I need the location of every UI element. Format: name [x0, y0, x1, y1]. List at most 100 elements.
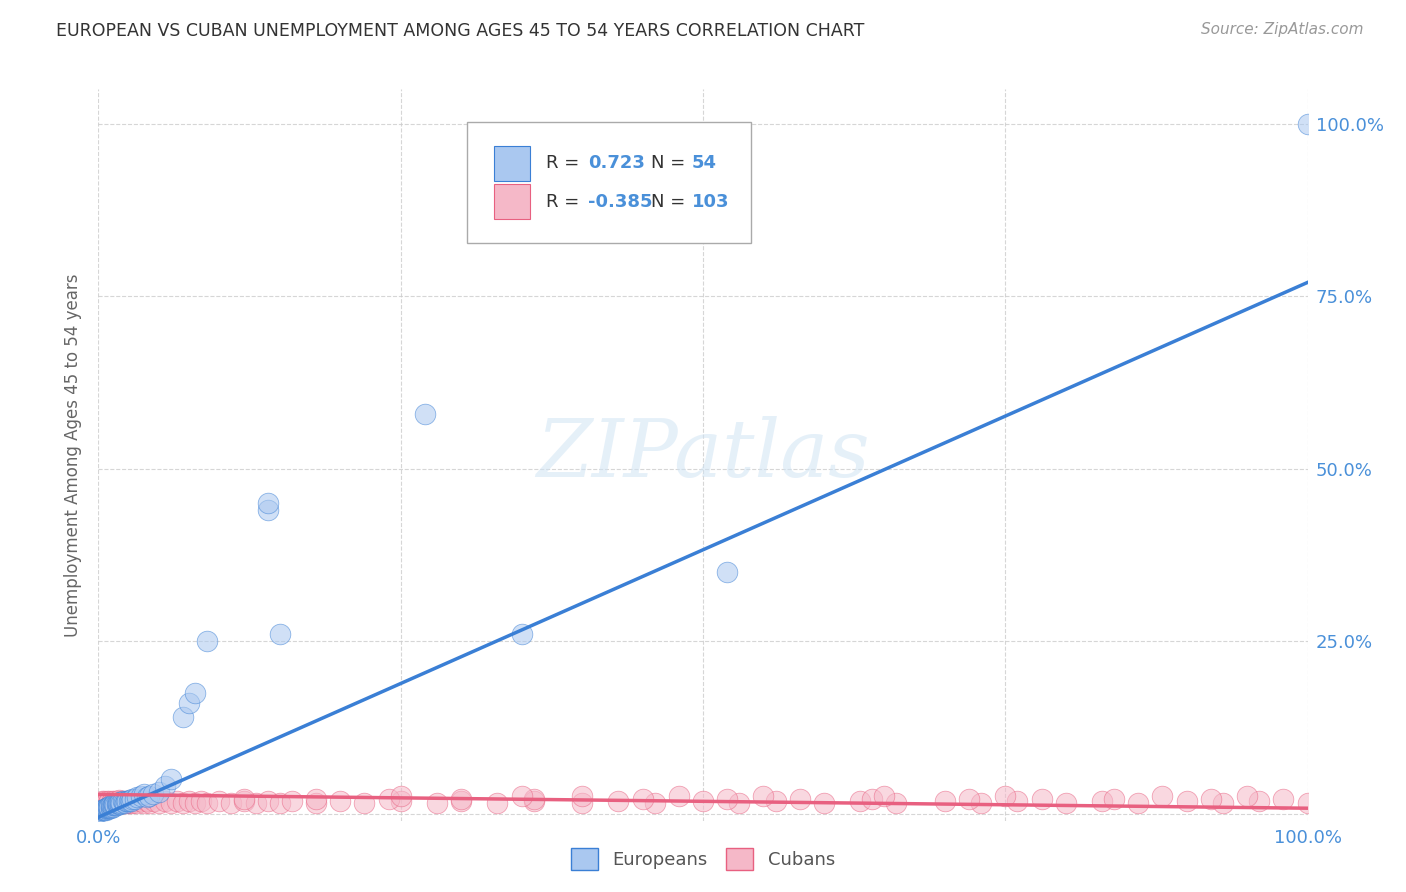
Point — [184, 796, 207, 810]
Point — [101, 800, 124, 814]
Point — [114, 796, 136, 810]
Point — [110, 796, 132, 810]
Point — [1102, 791, 1125, 805]
Point — [112, 794, 135, 808]
Point — [426, 796, 449, 810]
Point — [728, 796, 751, 810]
Point — [105, 797, 128, 811]
Point — [143, 794, 166, 808]
Point — [93, 802, 115, 816]
Point — [389, 794, 412, 808]
Point — [135, 794, 157, 808]
Point — [111, 796, 134, 810]
Point — [117, 794, 139, 808]
Point — [752, 789, 775, 804]
Point — [1091, 794, 1114, 808]
Text: 0.723: 0.723 — [588, 154, 645, 172]
Point — [120, 794, 142, 808]
Point — [789, 791, 811, 805]
Point — [208, 794, 231, 808]
Point — [91, 803, 114, 817]
Bar — [494, 145, 530, 180]
Point — [1152, 789, 1174, 804]
FancyBboxPatch shape — [467, 122, 751, 243]
Point — [160, 772, 183, 787]
Point — [873, 789, 896, 804]
Point — [96, 800, 118, 814]
Point — [765, 794, 787, 808]
Point — [269, 796, 291, 810]
Point — [232, 791, 254, 805]
Text: N =: N = — [651, 193, 685, 211]
Point — [94, 801, 117, 815]
Point — [139, 796, 162, 810]
Point — [281, 794, 304, 808]
Point — [1054, 796, 1077, 810]
Point — [111, 794, 134, 808]
Text: 103: 103 — [692, 193, 730, 211]
Point — [103, 798, 125, 813]
Point — [644, 796, 666, 810]
Point — [1031, 791, 1053, 805]
Point — [97, 800, 120, 814]
Point — [172, 796, 194, 810]
Point — [121, 792, 143, 806]
Point — [91, 794, 114, 808]
Point — [571, 796, 593, 810]
Point — [692, 794, 714, 808]
Point — [849, 794, 872, 808]
Point — [450, 794, 472, 808]
Point — [860, 791, 883, 805]
Point — [118, 794, 141, 808]
Point — [135, 790, 157, 805]
Point — [1212, 796, 1234, 810]
Point — [112, 795, 135, 809]
Point — [1128, 796, 1150, 810]
Point — [1175, 794, 1198, 808]
Point — [96, 794, 118, 808]
Point — [1296, 117, 1319, 131]
Point — [957, 791, 980, 805]
Point — [107, 796, 129, 810]
Point — [97, 801, 120, 815]
Point — [195, 796, 218, 810]
Point — [100, 800, 122, 814]
Point — [1199, 791, 1222, 805]
Point — [134, 788, 156, 802]
Point — [256, 794, 278, 808]
Point — [934, 794, 956, 808]
Point — [305, 796, 328, 810]
Point — [120, 794, 142, 808]
Point — [148, 785, 170, 799]
Point — [93, 803, 115, 817]
Point — [668, 789, 690, 804]
Point — [108, 795, 131, 809]
Point — [256, 496, 278, 510]
Point — [256, 503, 278, 517]
Point — [607, 794, 630, 808]
Point — [486, 796, 509, 810]
Point — [108, 797, 131, 811]
Point — [413, 407, 436, 421]
Point — [716, 566, 738, 580]
Point — [377, 791, 399, 805]
Point — [571, 789, 593, 804]
Point — [100, 799, 122, 814]
Point — [98, 800, 121, 814]
Point — [510, 627, 533, 641]
Point — [104, 797, 127, 812]
Point — [115, 794, 138, 808]
Point — [118, 796, 141, 810]
Point — [523, 794, 546, 808]
Point — [813, 796, 835, 810]
Point — [114, 796, 136, 810]
Point — [101, 797, 124, 812]
Point — [124, 791, 146, 805]
Point — [148, 796, 170, 810]
Point — [129, 789, 152, 803]
Point — [389, 789, 412, 804]
Legend: Europeans, Cubans: Europeans, Cubans — [564, 841, 842, 878]
Point — [121, 796, 143, 810]
Point — [716, 791, 738, 805]
Point — [91, 796, 114, 810]
